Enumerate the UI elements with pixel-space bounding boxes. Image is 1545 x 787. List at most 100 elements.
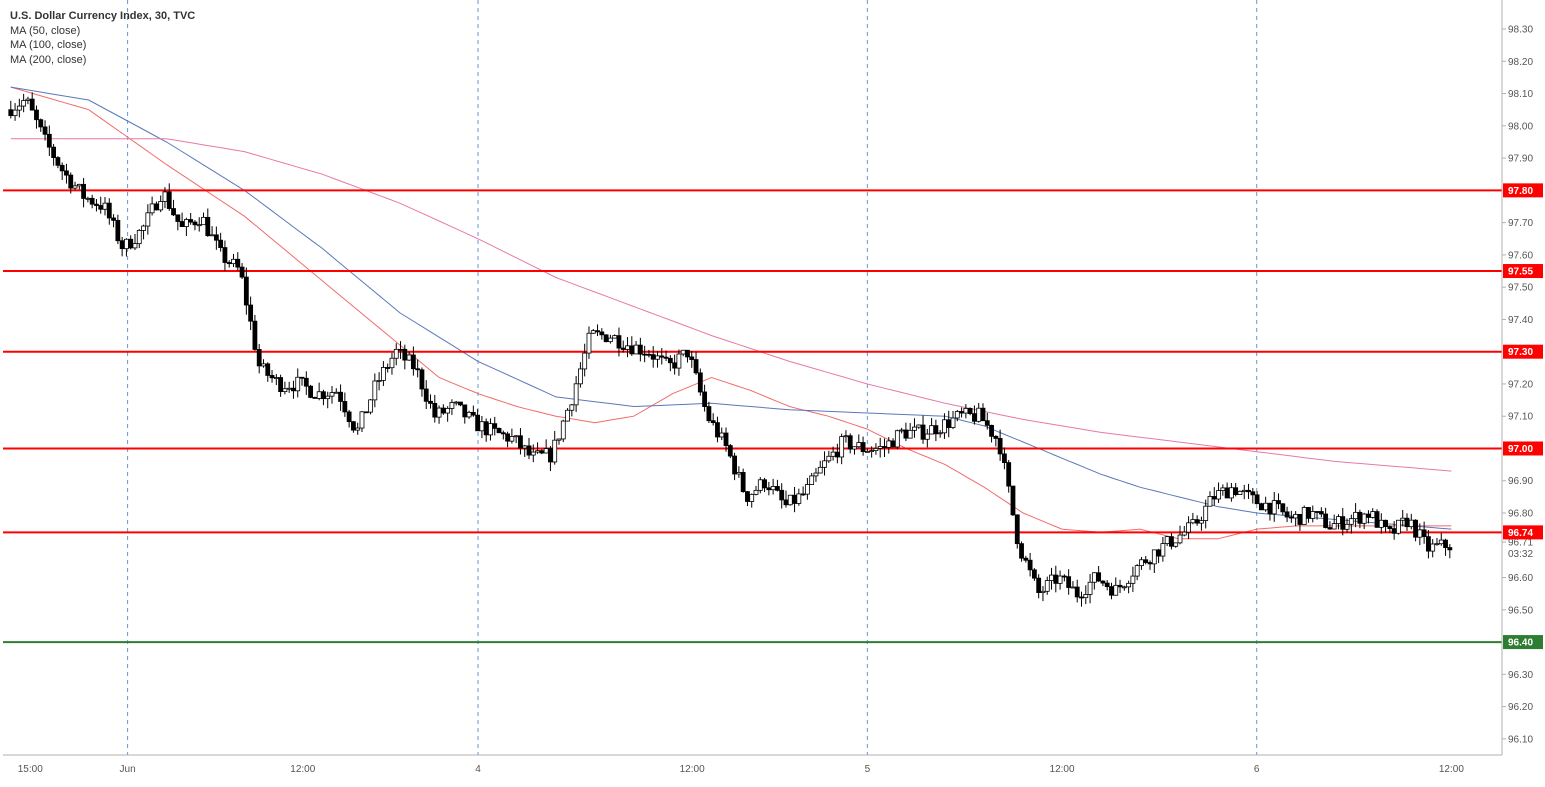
candle-body [1391,528,1397,534]
candle-body [1061,575,1067,578]
candle-body [201,216,206,226]
y-tick-label: 96.80 [1508,509,1533,520]
candle-body [890,440,896,448]
candle-body [1031,569,1037,579]
candle-body [535,450,540,453]
candle-body [111,217,116,221]
candle-body [1387,526,1393,529]
candle-body [1400,517,1406,521]
candle-body [1151,549,1157,565]
candle-body [804,484,810,495]
level-badge [1503,344,1543,359]
candle-body [723,432,729,446]
candle-body [1267,502,1273,515]
candle-body [1336,516,1341,524]
candle-body [8,109,14,117]
candle-body [1169,536,1174,547]
candle-body [950,417,956,428]
candle-body [603,334,609,343]
x-tick-label: Jun [120,764,136,775]
candle-body [64,170,69,176]
candle-body [1074,586,1080,598]
candle-body [106,202,112,219]
candle-body [719,432,725,438]
candle-body [466,411,472,418]
candle-body [1246,489,1251,493]
candle-body [1014,514,1020,545]
candle-body [1027,559,1033,571]
candle-body [1160,543,1166,557]
candle-body [1186,522,1191,533]
candle-body [646,353,652,356]
countdown-label: 03:32 [1508,549,1533,560]
level-badge-label: 97.80 [1508,186,1533,197]
candle-body [1057,575,1063,584]
candle-body [162,191,168,202]
candle-body [1164,536,1170,545]
candle-body [1207,496,1213,507]
candle-body [727,445,733,457]
candle-body [817,466,823,474]
legend-ma200: MA (200, close) [10,53,87,66]
candle-body [625,345,630,350]
candle-body [886,440,892,448]
candle-body [483,421,489,436]
candle-body [530,451,536,456]
candle-body [637,344,643,355]
candle-body [286,387,292,390]
candle-body [779,489,785,501]
candle-body [1443,539,1448,548]
y-tick-label: 96.90 [1508,476,1533,487]
candle-body [342,401,348,413]
candle-body [1224,487,1230,499]
candle-body [907,429,913,439]
candle-body [449,402,455,409]
candle-body [500,432,506,435]
candle-body [685,349,690,358]
ma50-line [10,86,1452,540]
candle-body [1310,511,1316,519]
candle-body [590,330,596,334]
candle-body [1203,505,1209,521]
grid-layer [127,0,1258,755]
candle-body [822,460,827,468]
candle-body [1019,543,1024,559]
candle-body [98,205,104,210]
y-tick-label: 97.50 [1508,283,1533,294]
x-tick-label: 12:00 [680,764,705,775]
candle-body [753,489,759,495]
y-tick-label: 97.10 [1508,412,1533,423]
candle-body [68,174,74,189]
candle-body [273,377,279,379]
candle-body [800,493,806,496]
candle-body [183,219,189,228]
candle-body [1301,507,1307,525]
candle-body [1002,453,1007,463]
candle-body [398,348,403,351]
candle-body [852,446,857,450]
candle-body [333,391,339,394]
candle-body [839,436,845,458]
y-tick-label: 96.20 [1508,702,1533,713]
candle-body [256,349,262,367]
candle-body [740,472,746,492]
candle-body [205,216,211,237]
candle-body [749,493,755,502]
candle-body [946,419,952,428]
candle-body [21,100,27,107]
candle-body [462,404,468,418]
candle-body [1053,574,1059,584]
candle-body [85,197,91,200]
candle-body [1370,511,1376,518]
candle-body [132,243,138,249]
level-badge [1503,183,1543,198]
candle-body [475,414,481,432]
candle-body [775,486,780,491]
candle-body [269,375,275,379]
candle-body [261,363,266,367]
level-badge-label: 97.00 [1508,444,1533,455]
legend-title: U.S. Dollar Currency Index, 30, TVC [10,10,196,22]
candle-body [972,413,977,422]
candle-body [295,376,301,392]
